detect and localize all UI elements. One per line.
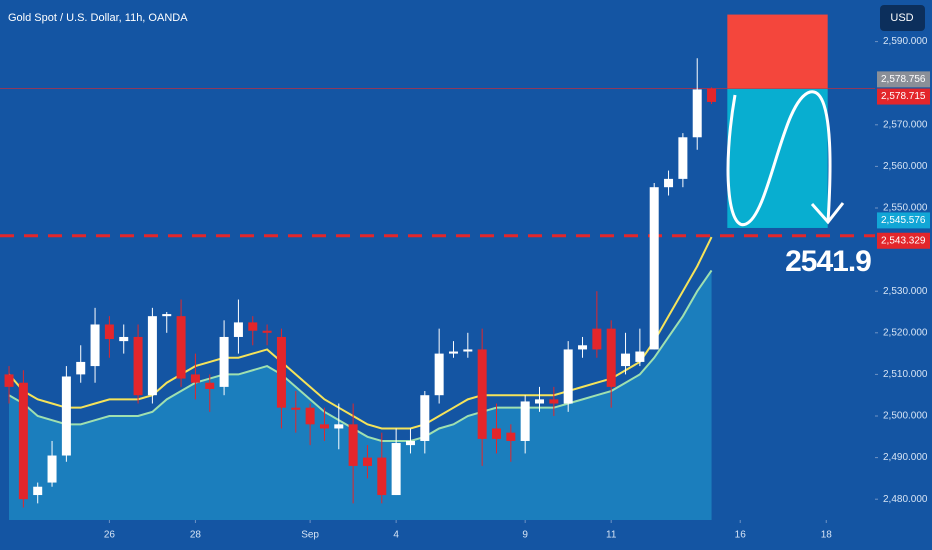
y-tick-label: 2,490.000 — [883, 452, 928, 463]
candle-body — [190, 374, 200, 383]
y-tick-label: 2,570.000 — [883, 119, 928, 130]
candle-body — [362, 457, 372, 466]
target-annotation: 2541.9 — [785, 245, 871, 278]
candle-body — [592, 328, 602, 350]
candle-body — [276, 336, 286, 408]
projection-arrow — [810, 202, 845, 225]
y-tick-label: 2,560.000 — [883, 161, 928, 172]
candle-body — [578, 345, 588, 350]
candle-body — [162, 314, 172, 317]
candle-body — [133, 336, 143, 396]
y-tick-label: 2,520.000 — [883, 327, 928, 338]
price-label-box — [877, 71, 930, 88]
projection-curve — [726, 90, 832, 227]
candle-body — [61, 376, 71, 456]
x-tick-label: 11 — [606, 530, 617, 541]
candle-body — [434, 353, 444, 396]
price-label: 2,578.756 — [881, 74, 926, 85]
candle-body — [377, 457, 387, 496]
candle-body — [692, 89, 702, 138]
candle-body — [76, 361, 86, 375]
candle-body — [262, 330, 272, 333]
candle-body — [649, 187, 659, 350]
candle-body — [334, 424, 344, 429]
y-tick-label: 2,530.000 — [883, 286, 928, 297]
candle-body — [291, 407, 301, 410]
candle-body — [535, 399, 545, 404]
candle-body — [348, 424, 358, 466]
candle-body — [90, 324, 100, 367]
candle-body — [405, 440, 415, 446]
candle-body — [520, 401, 530, 441]
x-tick-label: 26 — [104, 530, 116, 541]
candle-body — [448, 351, 458, 354]
x-tick-label: 16 — [735, 530, 747, 541]
currency-label[interactable]: USD — [890, 12, 913, 24]
candle-body — [47, 455, 57, 483]
y-tick-label: 2,500.000 — [883, 411, 928, 422]
x-tick-label: 4 — [393, 530, 399, 541]
candle-body — [506, 432, 516, 441]
candle-body — [477, 349, 487, 439]
candle-body — [176, 316, 186, 379]
candle-body — [305, 407, 315, 425]
candle-body — [319, 424, 329, 429]
candle-body — [621, 353, 631, 367]
candle-body — [18, 382, 28, 500]
candle-body — [606, 328, 616, 387]
candle-body — [563, 349, 573, 404]
candle-body — [219, 336, 229, 387]
ma-line — [8, 269, 713, 442]
candle-body — [635, 351, 645, 362]
candle-body — [233, 322, 243, 337]
candle-body — [391, 443, 401, 496]
y-tick-label: 2,480.000 — [883, 494, 928, 505]
candle-body — [4, 374, 14, 387]
candle-body — [205, 382, 215, 389]
x-tick-label: 18 — [821, 530, 833, 541]
candle-body — [549, 399, 559, 404]
price-label-box — [877, 212, 930, 229]
candle-body — [463, 349, 473, 352]
candle-body — [707, 88, 717, 102]
ma-area — [9, 270, 712, 520]
x-tick-label: 28 — [190, 530, 202, 541]
price-label: 2,543.329 — [881, 235, 926, 246]
candle-body — [491, 428, 501, 439]
candle-body — [119, 336, 129, 342]
x-tick-label: Sep — [301, 530, 319, 541]
candle-body — [678, 137, 688, 179]
currency-button[interactable] — [880, 5, 925, 31]
y-tick-label: 2,550.000 — [883, 203, 928, 214]
candle-body — [147, 316, 157, 396]
x-tick-label: 9 — [522, 530, 528, 541]
candle-body — [248, 322, 258, 331]
candle-body — [664, 178, 674, 188]
candle-body — [33, 486, 43, 496]
candle-body — [420, 395, 430, 441]
ma-line — [8, 236, 713, 430]
time-axis — [0, 520, 875, 550]
y-tick-label: 2,510.000 — [883, 369, 928, 380]
price-label-box — [877, 88, 930, 105]
y-tick-label: 2,590.000 — [883, 36, 928, 47]
candle-body — [104, 324, 114, 340]
price-label-box — [877, 232, 930, 249]
stop-zone — [727, 14, 828, 89]
price-label: 2,545.576 — [881, 215, 926, 226]
price-label: 2,578.715 — [881, 91, 926, 102]
chart-title: Gold Spot / U.S. Dollar, 11h, OANDA — [8, 12, 188, 24]
